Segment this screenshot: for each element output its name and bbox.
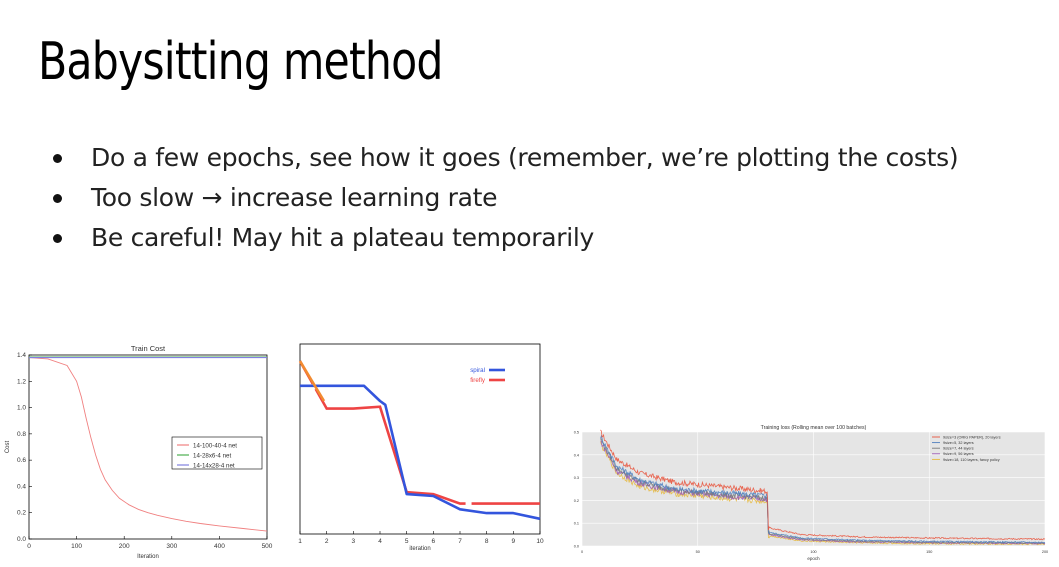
slide-title: Babysitting method (38, 32, 443, 92)
y-tick-label: 0.6 (17, 457, 26, 464)
x-axis-label: epoch (807, 556, 820, 561)
x-tick-label: 4 (378, 538, 382, 545)
x-tick-label: 6 (432, 538, 436, 545)
series-line-1 (600, 429, 1046, 541)
x-tick-label: 9 (512, 538, 516, 545)
x-tick-label: 150 (926, 550, 932, 554)
x-tick-label: 3 (352, 538, 356, 545)
bullet-item: Be careful! May hit a plateau temporaril… (48, 218, 958, 258)
y-tick-label: 0.8 (17, 431, 26, 438)
x-tick-label: 200 (119, 543, 130, 550)
legend-entry: firefly (470, 377, 486, 384)
legend-entry: 14-28x6-4 net (193, 452, 231, 459)
legend-entry: spiral (470, 367, 485, 374)
y-tick-label: 0.0 (574, 545, 579, 549)
legend-entry: 14-14x28-4 net (193, 462, 235, 469)
x-tick-label: 2 (325, 538, 329, 545)
legend-entry: 14-100-40-4 net (193, 442, 237, 449)
y-tick-label: 0.5 (574, 431, 579, 435)
x-axis-label: iteration (409, 546, 430, 552)
y-tick-label: 0.4 (17, 483, 26, 490)
series-line-spiral (300, 384, 541, 521)
y-axis-label: Cost (5, 441, 11, 454)
x-tick-label: 0 (581, 550, 583, 554)
x-tick-label: 100 (71, 543, 82, 550)
training-loss-chart: Training loss (Rolling mean over 100 bat… (574, 425, 1048, 561)
x-tick-label: 400 (214, 543, 225, 550)
legend-entry: 9size=18, 110 layers, fancy policy (943, 458, 1000, 462)
x-tick-label: 5 (405, 538, 409, 545)
x-tick-label: 50 (696, 550, 700, 554)
x-axis-label: Iteration (137, 554, 159, 560)
train-cost-chart: Train Cost Iteration Cost 0 100 200 300 400 500 0… (5, 344, 273, 560)
x-tick-label: 0 (27, 543, 31, 550)
chart-title: Train Cost (131, 344, 166, 353)
series-line-1 (28, 357, 268, 532)
legend-entry: 9size=3 (ORIG PAPER), 20 layers (943, 435, 1001, 439)
y-tick-label: 1.4 (17, 352, 26, 359)
iteration-chart: 1 2 3 4 5 6 7 8 9 10 iteration spiral firefly (298, 343, 544, 552)
series-line-2 (600, 434, 1046, 544)
y-tick-label: 0.3 (574, 476, 579, 480)
bullet-item: Too slow → increase learning rate (48, 178, 958, 218)
plot-area (299, 343, 541, 535)
y-tick-label: 1.0 (17, 405, 26, 412)
x-tick-label: 100 (810, 550, 816, 554)
x-tick-label: 7 (458, 538, 462, 545)
bullet-list: Do a few epochs, see how it goes (rememb… (48, 138, 959, 258)
x-tick-label: 200 (1042, 550, 1048, 554)
y-tick-label: 0.1 (574, 522, 579, 526)
y-tick-label: 0.2 (574, 499, 579, 503)
x-tick-label: 500 (262, 543, 273, 550)
x-tick-label: 1 (298, 538, 302, 545)
legend-entry: 9size=7, 44 layers (943, 447, 974, 451)
y-tick-label: 0.2 (17, 510, 26, 517)
series-line-firefly (298, 360, 540, 505)
y-tick-label: 1.2 (17, 378, 26, 385)
series-segment-highlight (298, 360, 326, 402)
x-tick-label: 300 (166, 543, 177, 550)
legend-entry: 9size=9, 56 layers (943, 452, 974, 456)
x-tick-label: 8 (485, 538, 489, 545)
y-tick-label: 0.0 (17, 536, 26, 543)
legend-entry: 9size=5, 32 layers (943, 441, 974, 445)
chart-title: Training loss (Rolling mean over 100 bat… (761, 425, 867, 431)
bullet-item: Do a few epochs, see how it goes (rememb… (48, 138, 959, 178)
y-tick-label: 0.4 (574, 453, 579, 457)
x-tick-label: 10 (536, 538, 544, 545)
legend-box (171, 436, 263, 470)
